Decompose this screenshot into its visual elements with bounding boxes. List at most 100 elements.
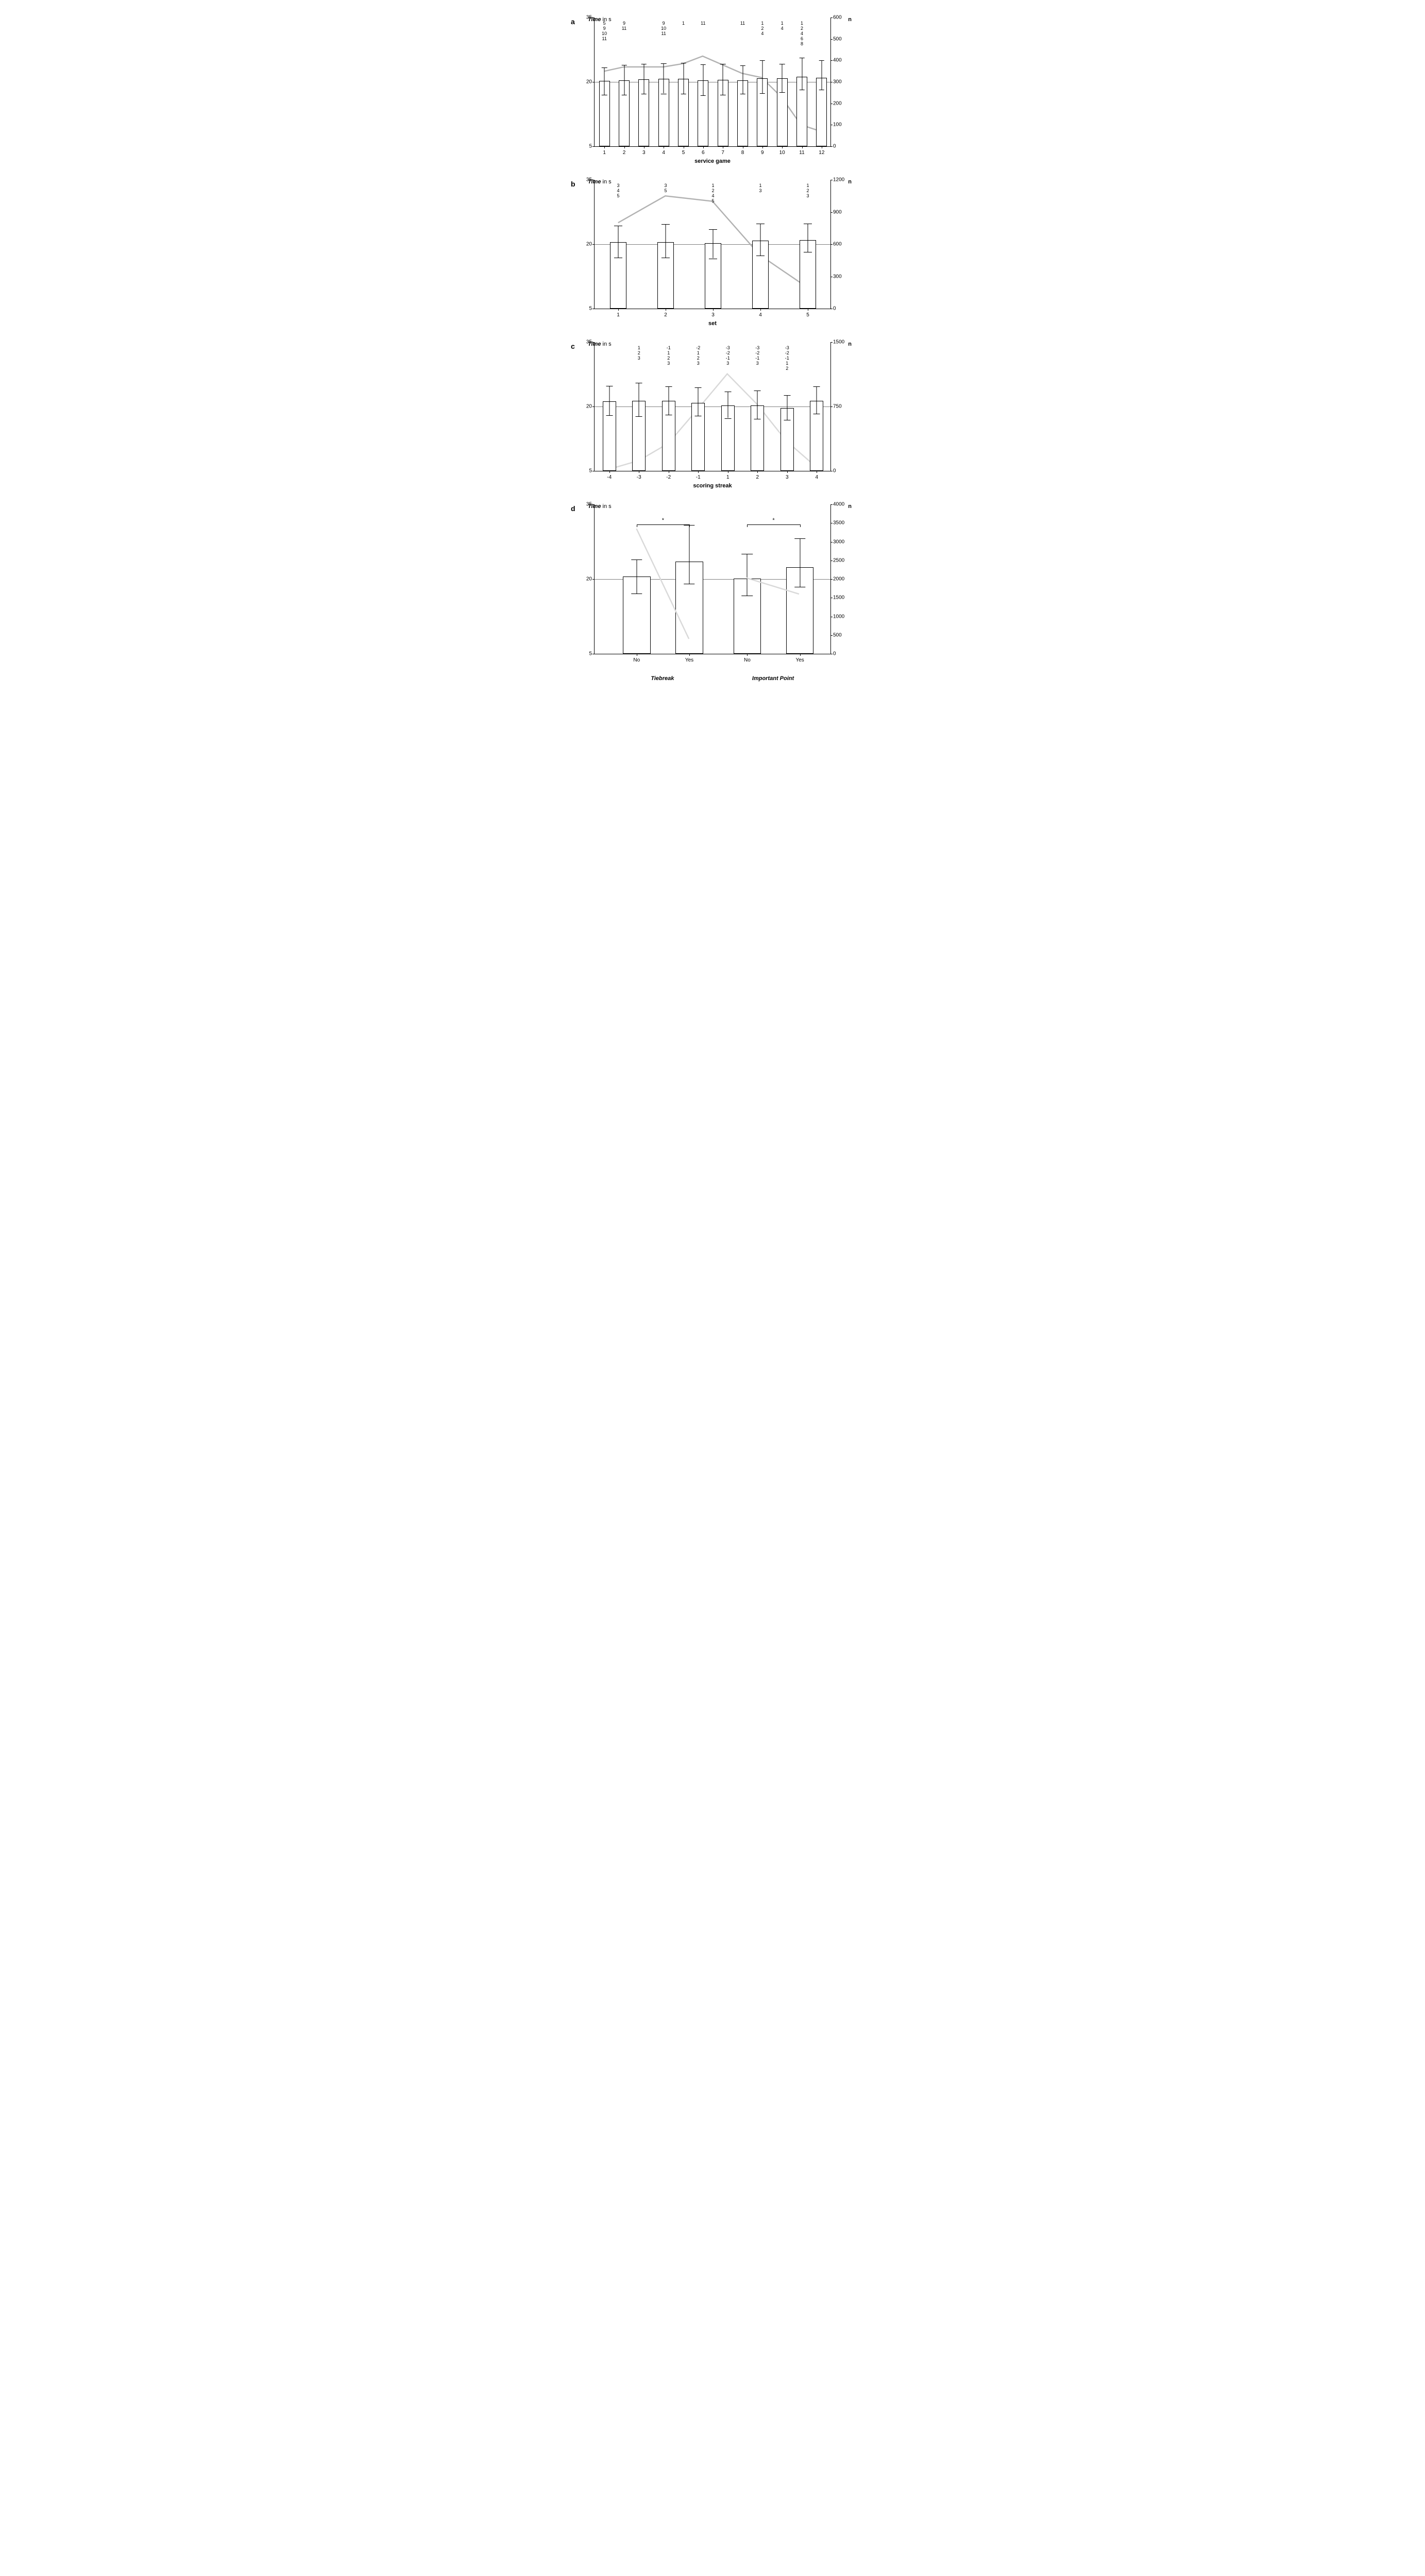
- panel-c: cTime in sn5203507501500-4-3-2-11234123-…: [573, 342, 852, 489]
- x-tick-mark: [624, 146, 625, 148]
- x-tick-label: -1: [696, 474, 701, 480]
- error-bar: [760, 224, 761, 256]
- panel-a: aTime in sn52035010020030040050060012345…: [573, 18, 852, 164]
- y2-tick-label: 1500: [833, 595, 849, 601]
- error-bar: [713, 229, 714, 259]
- error-cap: [813, 386, 820, 387]
- error-bar: [742, 65, 743, 94]
- error-cap: [695, 387, 702, 388]
- significance-bracket-tick: [689, 524, 690, 527]
- significance-note: -3-2-112: [785, 345, 789, 371]
- y2-axis-title: n: [848, 341, 852, 347]
- significance-note: 345: [617, 183, 619, 198]
- x-tick-label: 7: [721, 150, 724, 156]
- x-tick-label: 10: [779, 150, 785, 156]
- significance-note: 123: [806, 183, 809, 198]
- x-tick-mark: [609, 471, 610, 473]
- x-tick-label: 12: [819, 150, 824, 156]
- significance-bracket: [637, 524, 689, 525]
- y2-tick-mark: [830, 244, 833, 245]
- x-tick-label: 4: [662, 150, 665, 156]
- y2-tick-label: 3000: [833, 539, 849, 545]
- error-cap: [701, 95, 706, 96]
- error-cap: [760, 60, 766, 61]
- significance-note: 123: [638, 345, 640, 361]
- y-tick-label: 5: [579, 468, 592, 474]
- y-tick-label: 5: [579, 651, 592, 657]
- error-bar: [683, 63, 684, 94]
- error-bar: [689, 525, 690, 584]
- x-tick-label: 11: [799, 150, 804, 156]
- y-tick-label: 20: [579, 404, 592, 410]
- x-tick-label: 4: [759, 312, 762, 318]
- x-tick-label: 9: [761, 150, 764, 156]
- error-cap: [661, 224, 670, 225]
- x-tick-label: 3: [711, 312, 715, 318]
- y2-tick-label: 0: [833, 468, 849, 474]
- y-tick-label: 20: [579, 577, 592, 582]
- y2-tick-label: 0: [833, 651, 849, 657]
- significance-note: 14: [781, 21, 784, 31]
- significance-note: 591011: [602, 21, 607, 41]
- y2-tick-label: 3500: [833, 520, 849, 526]
- x-tick-label: 8: [741, 150, 744, 156]
- significance-note: 11: [701, 21, 705, 26]
- figure: aTime in sn52035010020030040050060012345…: [573, 18, 852, 670]
- plot-area: 5203507501500-4-3-2-11234123-1123-2123-3…: [594, 342, 831, 471]
- y2-tick-label: 1200: [833, 177, 849, 183]
- significance-star: *: [772, 517, 774, 523]
- error-bar: [636, 560, 637, 594]
- x-tick-label: 5: [682, 150, 685, 156]
- y2-tick-label: 2000: [833, 577, 849, 582]
- x-tick-mark: [689, 654, 690, 656]
- error-bar: [782, 64, 783, 92]
- x-tick-mark: [760, 309, 761, 311]
- y2-tick-label: 100: [833, 122, 849, 128]
- x-tick-mark: [698, 471, 699, 473]
- significance-note: 12468: [801, 21, 803, 46]
- x-tick-mark: [604, 146, 605, 148]
- x-tick-label: 4: [815, 474, 818, 480]
- significance-note: -1123: [667, 345, 671, 366]
- panel-label: a: [571, 18, 575, 26]
- significance-bracket-tick: [800, 524, 801, 527]
- y2-tick-label: 600: [833, 15, 849, 21]
- x-tick-label: Yes: [795, 657, 804, 663]
- plot-area: 5203505001000150020002500300035004000NoY…: [594, 504, 831, 654]
- x-tick-mark: [618, 309, 619, 311]
- panel-d: dTime in sn52035050010001500200025003000…: [573, 504, 852, 670]
- significance-note: 911: [622, 21, 626, 31]
- error-cap: [760, 93, 766, 94]
- y-tick-label: 20: [579, 79, 592, 85]
- panel-label: d: [571, 504, 575, 513]
- error-cap: [661, 63, 667, 64]
- y2-tick-label: 500: [833, 632, 849, 638]
- y2-tick-mark: [830, 60, 833, 61]
- x-axis-title: set: [573, 320, 852, 327]
- significance-note: -2123: [696, 345, 700, 366]
- x-tick-mark: [802, 146, 803, 148]
- y2-tick-label: 750: [833, 404, 849, 410]
- x-tick-label: 2: [756, 474, 759, 480]
- y2-tick-mark: [830, 342, 833, 343]
- y2-tick-label: 500: [833, 36, 849, 42]
- significance-note: 11: [740, 21, 745, 26]
- error-cap: [784, 395, 790, 396]
- y2-tick-label: 600: [833, 242, 849, 247]
- significance-bracket: [747, 524, 800, 525]
- x-tick-mark: [787, 471, 788, 473]
- x-tick-label: Yes: [685, 657, 693, 663]
- y-tick-label: 20: [579, 242, 592, 247]
- y-tick-label: 35: [579, 340, 592, 345]
- x-tick-label: No: [633, 657, 640, 663]
- error-bar: [698, 387, 699, 416]
- error-bar: [727, 392, 728, 418]
- plot-area: 5203501002003004005006001234567891011125…: [594, 18, 831, 147]
- error-cap: [602, 67, 607, 68]
- group-title: Tiebreak: [651, 675, 674, 682]
- error-bar: [668, 386, 669, 415]
- error-bar: [821, 60, 822, 90]
- significance-note: 13: [759, 183, 761, 193]
- x-tick-label: 1: [726, 474, 730, 480]
- y2-axis-title: n: [848, 16, 852, 23]
